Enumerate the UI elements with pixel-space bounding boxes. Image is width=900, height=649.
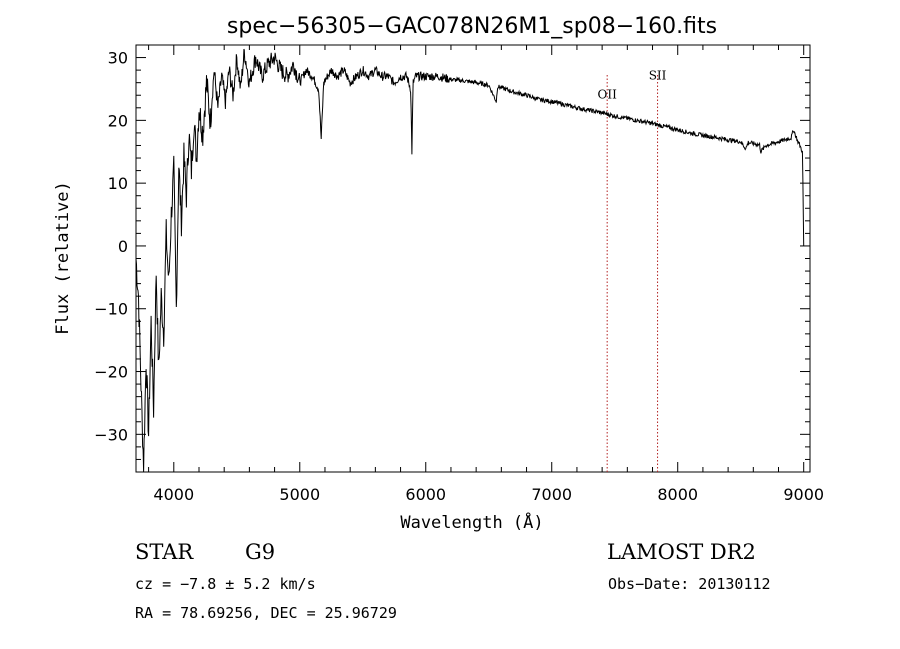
y-tick-label: −20 xyxy=(94,363,128,382)
x-tick-label: 9000 xyxy=(783,485,824,504)
chart-title: spec−56305−GAC078N26M1_sp08−160.fits xyxy=(227,14,717,39)
object-type: STAR xyxy=(135,540,194,564)
coordinates: RA = 78.69256, DEC = 25.96729 xyxy=(135,604,397,622)
y-tick-label: −30 xyxy=(94,425,128,444)
annotation-label: OII xyxy=(598,87,618,101)
observation-date: Obs−Date: 20130112 xyxy=(608,575,771,593)
x-axis: 4000 5000 6000 7000 8000 9000 xyxy=(148,45,824,504)
y-tick-label: 10 xyxy=(108,174,128,193)
y-tick-label: 30 xyxy=(108,49,128,68)
y-tick-label: −10 xyxy=(94,300,128,319)
x-tick-label: 7000 xyxy=(531,485,572,504)
x-tick-label: 6000 xyxy=(405,485,446,504)
y-tick-label: 0 xyxy=(118,237,128,256)
x-axis-label: Wavelength (Å) xyxy=(400,511,543,533)
x-tick-label: 4000 xyxy=(153,485,194,504)
line-annotations: OII SII xyxy=(598,69,667,472)
plot-frame xyxy=(135,44,811,473)
y-axis-label: Flux (relative) xyxy=(53,181,73,335)
redshift-value: cz = −7.8 ± 5.2 km/s xyxy=(135,575,316,593)
x-tick-label: 8000 xyxy=(657,485,698,504)
y-axis: −30 −20 −10 0 10 20 30 xyxy=(94,44,810,473)
annotation-label: SII xyxy=(649,69,667,83)
spectrum-line xyxy=(135,48,805,473)
survey-name: LAMOST DR2 xyxy=(607,540,756,564)
subclass: G9 xyxy=(245,540,276,564)
y-tick-label: 20 xyxy=(108,111,128,130)
x-tick-label: 5000 xyxy=(279,485,320,504)
